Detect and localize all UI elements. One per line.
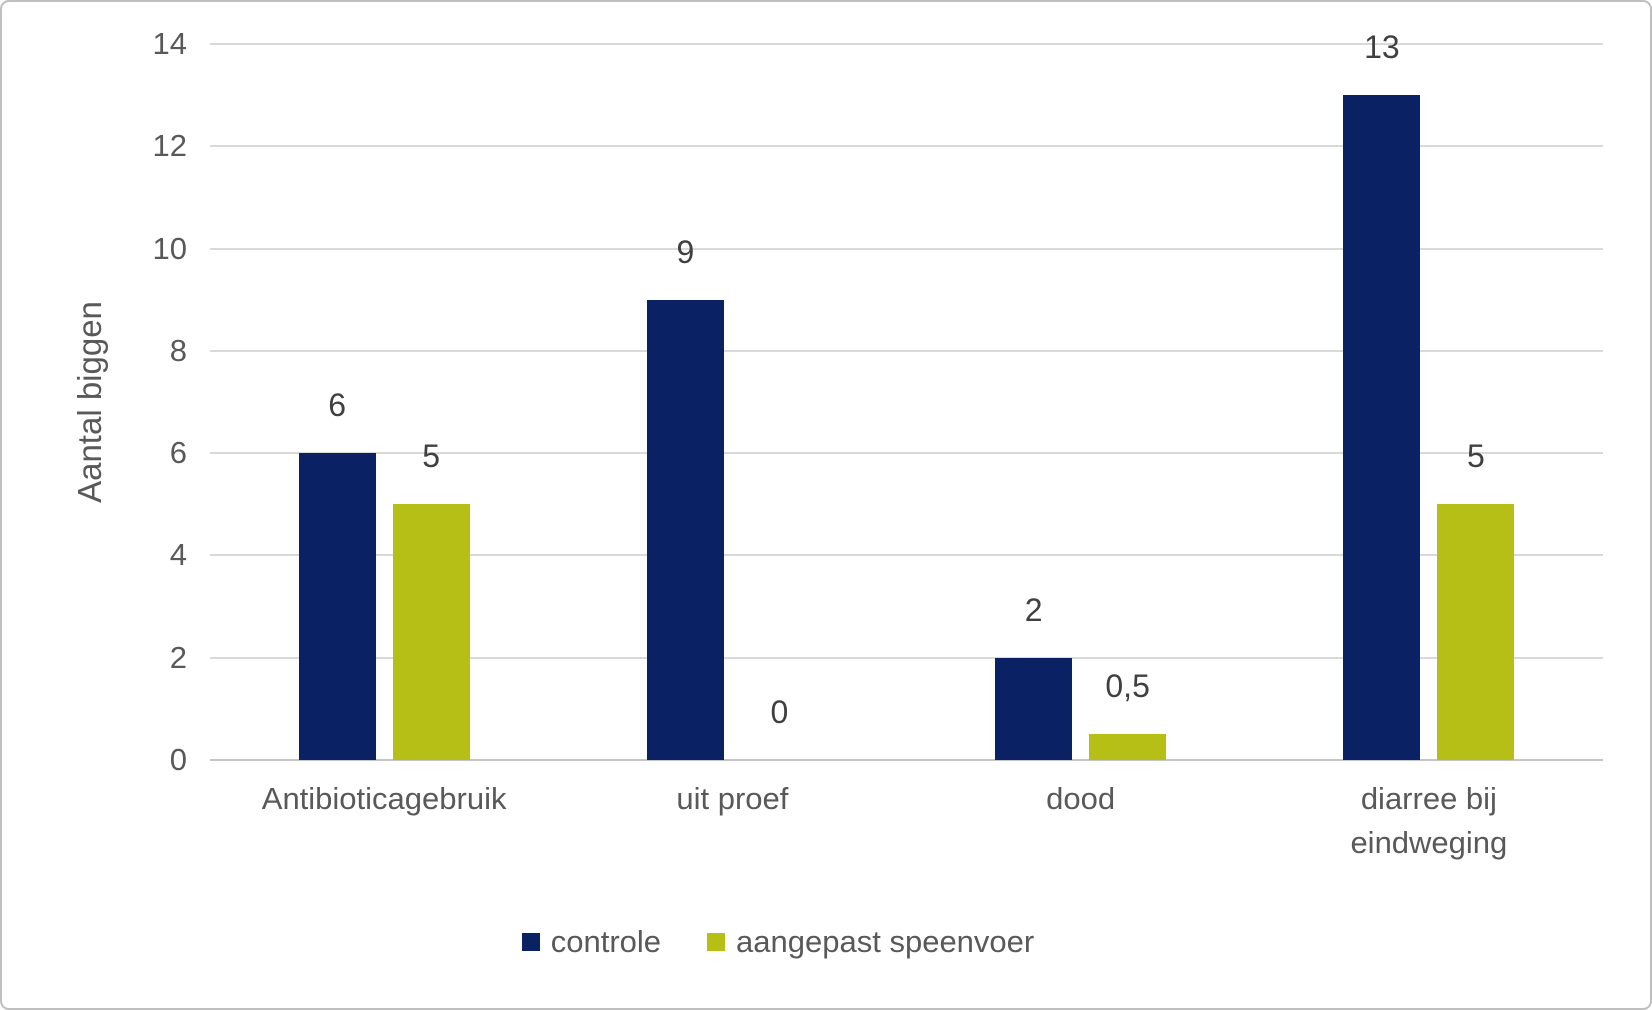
legend-item-aangepast-speenvoer: aangepast speenvoer [707,924,1034,960]
gridline [210,247,1603,250]
y-axis-tick-label: 2 [169,639,187,675]
legend-swatch-icon [521,933,540,951]
gridline [210,656,1603,659]
y-axis-tick-label: 6 [169,435,187,471]
bar-controle-1 [646,299,724,760]
data-label: 0,5 [1105,668,1150,705]
category-label: dood [1046,781,1116,816]
legend-label: aangepast speenvoer [736,924,1035,959]
legend-swatch-icon [707,933,726,951]
legend-label: controle [550,924,662,959]
gridline [210,452,1603,455]
y-axis-title: Aantal biggen [71,301,108,503]
x-axis-line [210,759,1603,761]
legend: controle aangepast speenvoer [2,924,1602,960]
y-axis-tick-label: 4 [169,537,187,573]
bar-aangepast-speenvoer-0 [392,504,470,760]
y-axis-tick-label: 12 [152,128,187,164]
bar-aangepast-speenvoer-3 [1437,504,1515,760]
y-axis-tick-label: 14 [152,26,187,61]
bar-controle-2 [995,657,1073,760]
gridline [210,145,1603,148]
data-label: 5 [422,438,441,475]
category-label: uit proef [676,781,789,816]
category-label: Antibioticagebruik [261,781,507,816]
data-label: 6 [328,387,347,424]
legend-item-controle: controle [521,924,662,960]
category-label: diarree bij eindweging [1350,781,1508,860]
data-label: 5 [1466,438,1485,475]
data-label: 2 [1024,591,1043,628]
y-axis-tick-label: 0 [169,742,187,777]
bar-controle-3 [1343,95,1421,760]
y-axis-tick-label: 10 [152,230,187,266]
data-label: 9 [676,233,695,270]
data-label: 13 [1364,29,1400,66]
gridline [210,349,1603,352]
gridline [210,554,1603,557]
gridline [210,43,1603,45]
data-label: 0 [770,694,789,730]
y-axis-tick-label: 8 [169,332,187,368]
bar-aangepast-speenvoer-2 [1089,734,1167,760]
bar-controle-0 [298,453,376,760]
